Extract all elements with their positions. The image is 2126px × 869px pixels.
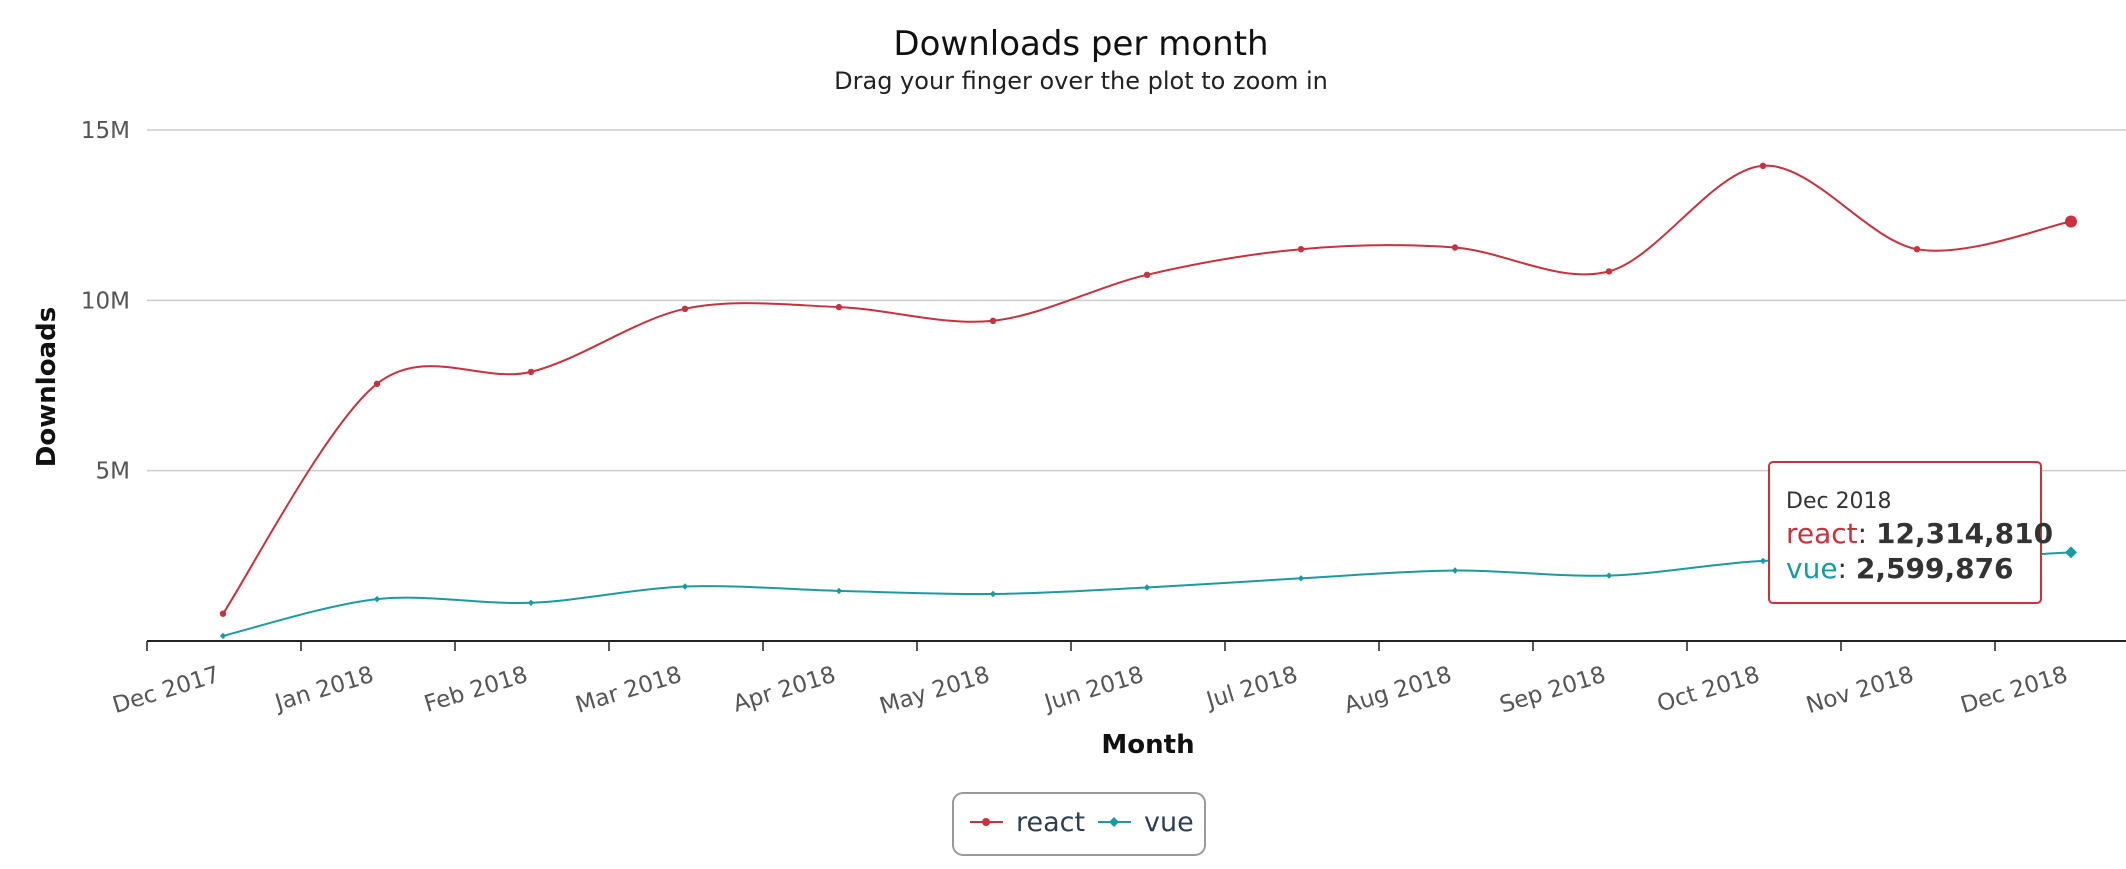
x-tick-label: Mar 2018	[573, 662, 685, 719]
data-point[interactable]	[1605, 572, 1613, 579]
x-tick-label: Jun 2018	[1040, 662, 1147, 717]
x-axis-ticks: Dec 2017 Jan 2018 Feb 2018 Mar 2018 Apr 2018…	[110, 641, 2071, 720]
legend-item-vue[interactable]: vue	[1098, 807, 1194, 838]
data-point[interactable]	[2065, 215, 2077, 228]
data-point[interactable]	[1143, 271, 1151, 278]
data-point[interactable]	[1451, 244, 1459, 251]
data-point[interactable]	[1759, 557, 1767, 565]
data-point[interactable]	[219, 632, 227, 640]
data-point[interactable]	[373, 595, 381, 603]
y-axis-title: Downloads	[32, 307, 62, 467]
x-tick-label: Oct 2018	[1654, 662, 1763, 718]
data-point[interactable]	[1297, 575, 1305, 582]
data-point[interactable]	[681, 583, 689, 590]
data-point[interactable]	[1605, 268, 1613, 275]
tooltip-row-vue: vue: 2,599,876	[1786, 552, 2014, 585]
legend-item-react[interactable]: react	[970, 807, 1085, 838]
x-tick-label: May 2018	[877, 662, 993, 720]
tooltip-series-name: react	[1786, 517, 1858, 550]
x-axis-title: Month	[1101, 730, 1194, 760]
data-point[interactable]	[989, 590, 997, 598]
tooltip: Dec 2018 react: 12,314,810 vue: 2,599,87…	[1768, 461, 2053, 604]
data-point[interactable]	[989, 317, 997, 324]
data-point[interactable]	[1451, 567, 1459, 574]
legend-marker-icon	[1109, 817, 1119, 827]
data-point[interactable]	[2065, 546, 2077, 559]
data-point[interactable]	[1759, 162, 1767, 169]
tooltip-value: 2,599,876	[1856, 552, 2014, 585]
data-point[interactable]	[1913, 246, 1921, 253]
data-point[interactable]	[527, 368, 535, 376]
data-point[interactable]	[527, 599, 535, 606]
tooltip-series-name: vue	[1786, 552, 1838, 585]
series-vue[interactable]	[219, 546, 2077, 640]
y-tick-label: 10M	[81, 288, 130, 314]
tooltip-row-react: react: 12,314,810	[1786, 517, 2053, 550]
series-layer[interactable]	[219, 162, 2077, 640]
chart-title: Downloads per month	[893, 24, 1268, 64]
data-point[interactable]	[1297, 246, 1305, 253]
x-tick-label: Dec 2018	[1958, 662, 2071, 719]
y-tick-label: 15M	[81, 118, 130, 144]
grid-lines	[147, 129, 2126, 472]
legend-box	[952, 792, 1206, 856]
series-react[interactable]	[219, 162, 2077, 617]
legend-marker-icon	[982, 818, 990, 826]
tooltip-box	[1768, 461, 2042, 604]
legend-label: vue	[1144, 807, 1194, 838]
x-tick-label: Nov 2018	[1803, 662, 1916, 719]
x-tick-label: Sep 2018	[1497, 662, 1609, 719]
data-point[interactable]	[373, 380, 381, 387]
legend: react vue	[952, 792, 1206, 856]
data-point[interactable]	[219, 610, 227, 617]
chart-subtitle: Drag your finger over the plot to zoom i…	[834, 67, 1328, 95]
x-tick-label: Apr 2018	[730, 662, 839, 718]
y-tick-label: 5M	[96, 459, 130, 485]
y-axis-ticks: 5M 10M 15M	[81, 118, 130, 485]
data-point[interactable]	[835, 587, 843, 595]
data-point[interactable]	[681, 305, 689, 312]
x-tick-label: Aug 2018	[1341, 662, 1455, 719]
x-tick-label: Jul 2018	[1202, 662, 1301, 715]
x-tick-label: Feb 2018	[421, 662, 531, 718]
data-point[interactable]	[835, 303, 843, 311]
data-point[interactable]	[1143, 584, 1151, 591]
tooltip-value: 12,314,810	[1876, 517, 2053, 550]
legend-label: react	[1016, 807, 1085, 838]
tooltip-date: Dec 2018	[1786, 489, 1892, 514]
x-tick-label: Jan 2018	[270, 662, 376, 717]
x-tick-label: Dec 2017	[110, 662, 223, 719]
